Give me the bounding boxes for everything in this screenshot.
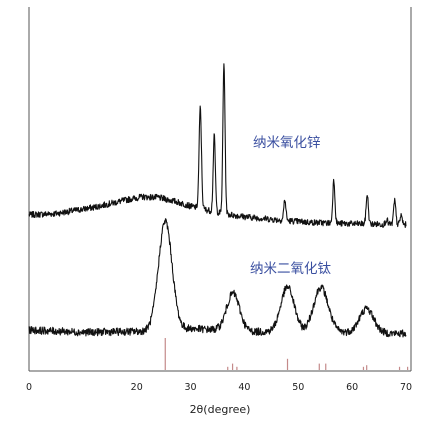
plot-frame: [28, 7, 412, 372]
x-tick-label: 0: [26, 382, 32, 393]
series-label-zno: 纳米氧化锌: [253, 135, 321, 151]
x-tick-label: 60: [346, 382, 358, 393]
x-tick-label: 20: [131, 382, 143, 393]
x-tick-label: 50: [292, 382, 304, 393]
series-line: [28, 63, 407, 229]
x-ticks: 0 20 30 40 50 60 70: [26, 382, 412, 393]
x-tick-label: 70: [400, 382, 412, 393]
curves: [28, 63, 407, 338]
x-tick-label: 40: [238, 382, 250, 393]
x-tick-label: 30: [185, 382, 197, 393]
reference-lines: [164, 338, 409, 370]
series-label-tio2: 纳米二氧化钛: [250, 261, 331, 277]
x-axis-title: 2θ(degree): [190, 403, 251, 416]
series-line: [28, 218, 407, 338]
